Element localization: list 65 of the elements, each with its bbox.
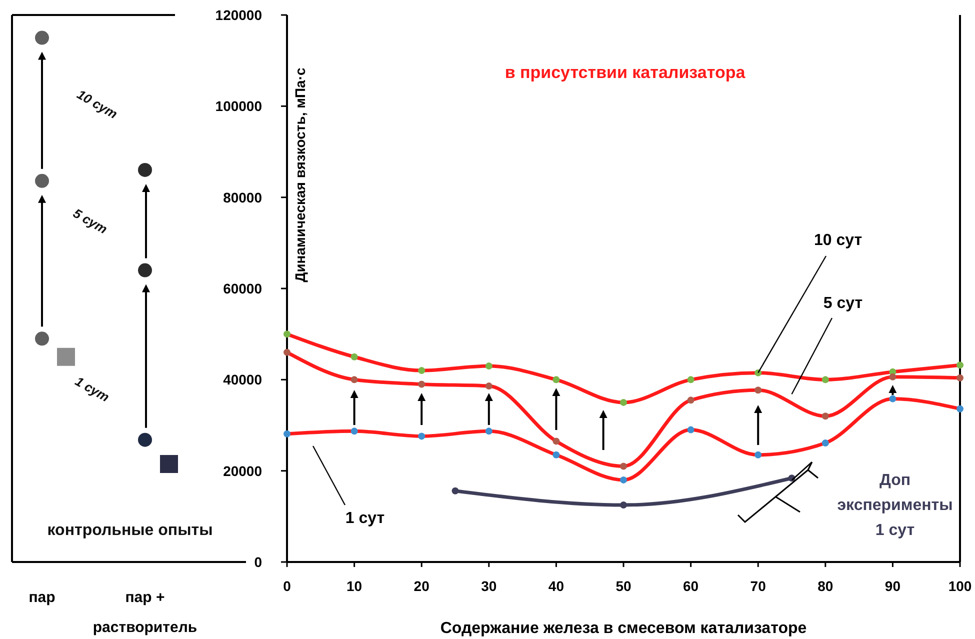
point: [956, 362, 964, 369]
point: [687, 376, 694, 384]
point: [620, 502, 627, 509]
y-tick-label: 80000: [223, 189, 262, 206]
point: [452, 487, 459, 494]
point: [485, 362, 492, 370]
x-tick-label: 20: [414, 578, 430, 594]
point: [822, 440, 829, 447]
x-tick-label: пар + растворитель: [92, 589, 198, 636]
point: [284, 348, 290, 356]
text: Доп эксперименты 1 сут: [837, 472, 953, 539]
annotation: 1 сут: [72, 373, 112, 405]
x-tick-label: 30: [481, 578, 497, 594]
point: [138, 432, 152, 447]
y-tick-label: 40000: [223, 372, 262, 388]
point: [350, 428, 358, 435]
text: 10 сут: [814, 232, 862, 249]
point: [620, 398, 627, 406]
point: [822, 412, 829, 420]
point: [418, 432, 426, 440]
point: [754, 451, 762, 458]
y-tick-label: 20000: [223, 462, 262, 479]
annotation: контрольные опыты: [47, 522, 213, 539]
point: [889, 373, 896, 380]
x-tick-label: 70: [750, 578, 766, 594]
x-tick-label: 40: [548, 578, 564, 594]
point: [350, 353, 358, 360]
point: [418, 367, 426, 374]
point: [552, 451, 560, 458]
point: [284, 430, 290, 438]
point: [889, 395, 896, 402]
text: 1 сут: [345, 510, 385, 527]
x-axis-title: Содержание железа в смесевом катализаторе: [440, 620, 807, 637]
x-tick-label: 100: [948, 578, 972, 594]
point: [754, 386, 762, 394]
point: [956, 405, 964, 412]
y-tick-label: 60000: [223, 280, 262, 296]
point: [620, 476, 627, 484]
point: [284, 330, 290, 338]
point: [552, 376, 560, 384]
point: [418, 380, 426, 388]
y-axis-title: Динамическая вязкость, мПа·с: [292, 68, 308, 282]
annotation: 5 сут: [70, 205, 110, 237]
point: [350, 376, 358, 384]
point: [620, 462, 627, 470]
x-tick-label: пар: [28, 589, 56, 606]
text: в присутствии катализатора: [504, 63, 746, 82]
point: [822, 376, 829, 384]
text: 5 сут: [823, 295, 863, 312]
x-tick-label: 10: [346, 578, 362, 594]
point: [485, 428, 492, 435]
annotation: 10 сут: [74, 86, 120, 122]
point: [687, 396, 694, 404]
x-tick-label: 0: [283, 578, 292, 594]
y-tick-label: 100000: [215, 98, 262, 114]
point: [552, 438, 560, 445]
y-tick-label: 0: [254, 554, 262, 570]
x-tick-label: 80: [818, 578, 834, 594]
x-tick-label: 60: [683, 578, 699, 594]
point: [687, 426, 694, 434]
x-tick-label: 90: [884, 578, 901, 594]
point: [485, 382, 492, 390]
point: [956, 374, 964, 382]
x-tick-label: 50: [616, 578, 632, 594]
y-tick-label: 120000: [215, 7, 262, 23]
